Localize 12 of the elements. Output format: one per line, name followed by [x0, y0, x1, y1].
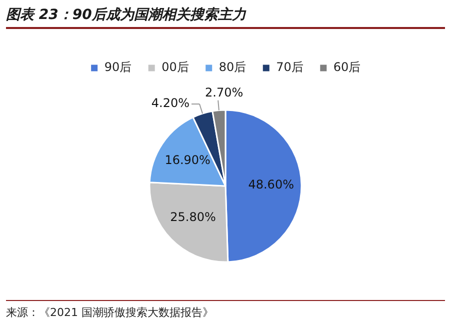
legend-label: 90后 — [104, 60, 132, 74]
legend-label: 80后 — [218, 60, 246, 74]
data-label: 25.80% — [170, 210, 216, 224]
legend-label: 00后 — [162, 60, 189, 74]
chart-title: 图表 23：90后成为国潮相关搜索主力 — [6, 6, 445, 29]
data-label: 2.70% — [205, 85, 244, 100]
data-label: 16.90% — [164, 152, 210, 167]
source-note: 来源：《2021 国潮骄傲搜索大数据报告》 — [6, 300, 445, 320]
data-label: 48.60% — [248, 177, 294, 192]
legend-label: 70后 — [276, 60, 304, 74]
data-label: 4.20% — [151, 96, 190, 110]
legend-label: 60后 — [333, 60, 361, 74]
